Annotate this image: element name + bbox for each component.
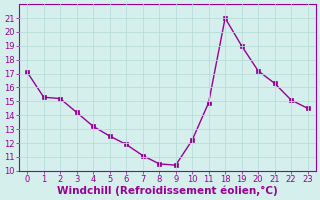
X-axis label: Windchill (Refroidissement éolien,°C): Windchill (Refroidissement éolien,°C) bbox=[57, 185, 278, 196]
